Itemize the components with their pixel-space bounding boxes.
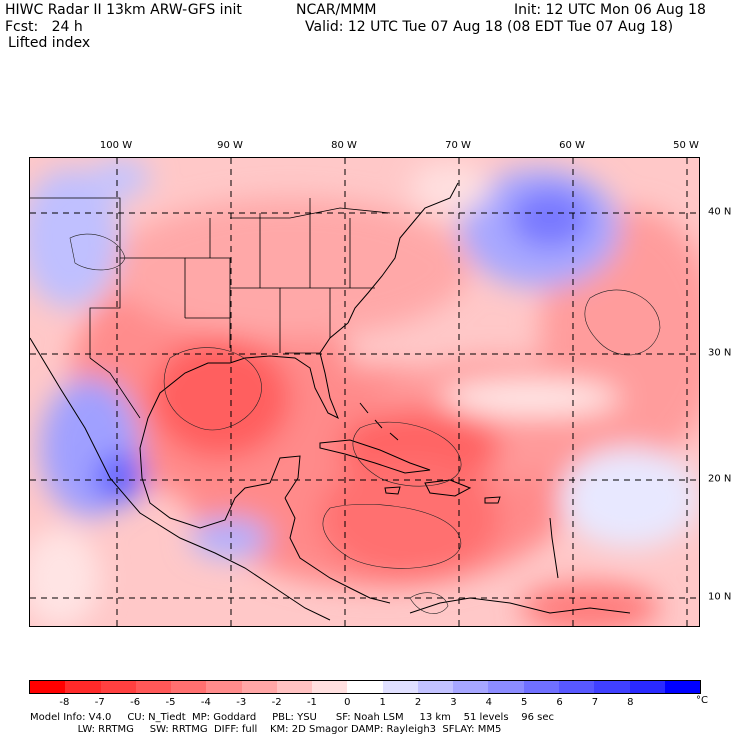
lat-label-30n: 30 N (708, 347, 732, 359)
institution-label: NCAR/MMM (296, 2, 377, 18)
colorbar-tick-label: 2 (414, 697, 422, 708)
colorbar-segment (347, 681, 383, 693)
lon-label-90w: 90 W (217, 140, 243, 151)
lon-label-70w: 70 W (445, 140, 471, 151)
coastlines (30, 182, 631, 621)
map-canvas (30, 158, 699, 626)
colorbar-tick-label: -6 (130, 697, 141, 708)
model-info-line1: Model Info: V4.0 CU: N_Tiedt MP: Goddard… (30, 712, 555, 723)
colorbar-segment (523, 681, 559, 693)
colorbar-segment (276, 681, 313, 693)
colorbar-segment (135, 681, 172, 693)
lon-label-50w: 50 W (673, 140, 699, 151)
colorbar-tick-label: -2 (271, 697, 282, 708)
field-shading (30, 158, 699, 626)
colorbar-segment (664, 681, 701, 693)
lat-label-20n: 20 N (708, 473, 732, 485)
model-title: HIWC Radar II 13km ARW-GFS init (5, 2, 242, 18)
valid-time: Valid: 12 UTC Tue 07 Aug 18 (08 EDT Tue … (305, 19, 674, 35)
colorbar-segment (171, 681, 207, 693)
colorbar-segment (312, 681, 348, 693)
colorbar-tick-label: 6 (556, 697, 563, 708)
colorbar-segment (558, 681, 595, 693)
lat-label-40n: 40 N (708, 206, 732, 218)
lon-label-80w: 80 W (331, 140, 357, 151)
colorbar (29, 680, 701, 694)
colorbar-tick-label: -7 (94, 697, 105, 708)
colorbar-tick-label: -1 (306, 697, 317, 708)
colorbar-tick-label: -8 (59, 697, 70, 708)
colorbar-segment (30, 681, 66, 693)
colorbar-tick-label: 0 (344, 697, 351, 708)
colorbar-segment (206, 681, 242, 693)
colorbar-tick-label: 7 (591, 697, 599, 708)
colorbar-segment (100, 681, 136, 693)
colorbar-segment (629, 681, 665, 693)
lifted-index-map (29, 157, 700, 627)
colorbar-segment (65, 681, 101, 693)
political-borders (30, 197, 391, 419)
colorbar-segment (417, 681, 454, 693)
model-info-line2: LW: RRTMG SW: RRTMG DIFF: full KM: 2D Sm… (30, 724, 502, 735)
colorbar-tick-label: 1 (379, 697, 386, 708)
field-name: Lifted index (8, 35, 91, 51)
colorbar-tick-label: 3 (450, 697, 457, 708)
colorbar-segment (382, 681, 418, 693)
colorbar-tick-label: 5 (520, 697, 528, 708)
colorbar-tick-label: 8 (627, 697, 634, 708)
lon-label-60w: 60 W (559, 140, 585, 151)
colorbar-tick-label: -5 (165, 697, 176, 708)
colorbar-segment (488, 681, 524, 693)
colorbar-tick-label: 4 (485, 697, 492, 708)
graticule (30, 158, 699, 626)
colorbar-segment (453, 681, 489, 693)
colorbar-tick-label: -4 (200, 697, 211, 708)
colorbar-tick-label: -3 (236, 697, 247, 708)
colorbar-unit: °C (696, 695, 708, 706)
lon-label-100w: 100 W (99, 140, 133, 151)
colorbar-segment (594, 681, 630, 693)
init-time: Init: 12 UTC Mon 06 Aug 18 (514, 2, 706, 18)
lat-label-10n: 10 N (708, 591, 732, 603)
colorbar-segment (241, 681, 277, 693)
forecast-hour: Fcst: 24 h (5, 19, 83, 35)
